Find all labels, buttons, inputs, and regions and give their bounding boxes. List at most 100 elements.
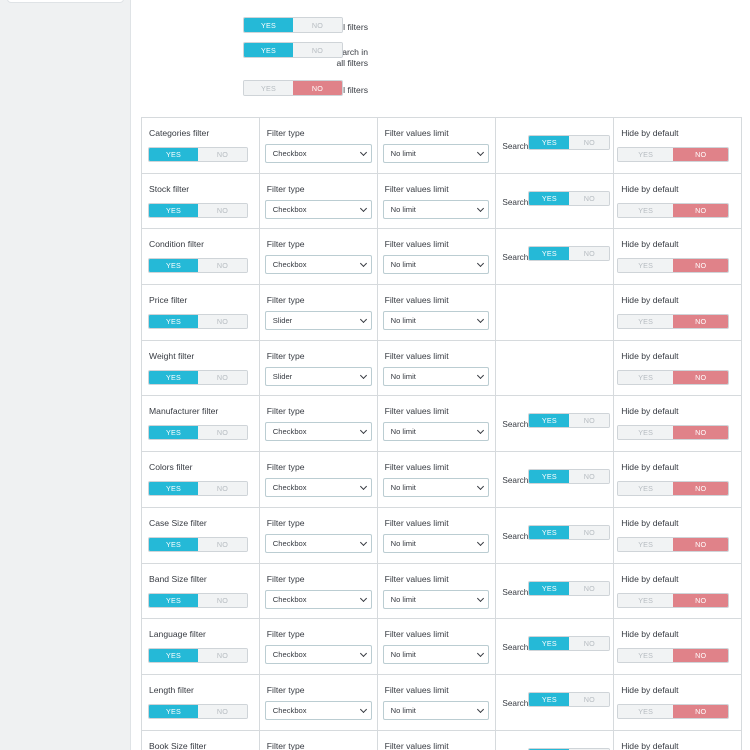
switch-yes-option[interactable]: YES — [618, 315, 674, 329]
switch-no-option[interactable]: NO — [198, 537, 247, 551]
switch-yes-option[interactable]: YES — [529, 525, 570, 539]
switch-no-option[interactable]: NO — [569, 637, 610, 651]
general-setting-switch[interactable]: YES NO — [243, 17, 343, 33]
switch-yes-option[interactable]: YES — [149, 370, 198, 384]
switch-no-option[interactable]: NO — [673, 649, 729, 663]
filter-hide-switch[interactable]: YES NO — [617, 369, 730, 385]
switch-no-option[interactable]: NO — [673, 370, 729, 384]
filter-type-select[interactable]: Checkbox — [264, 199, 372, 219]
filter-enabled-switch[interactable]: YES NO — [148, 425, 248, 441]
switch-no-option[interactable]: NO — [198, 370, 247, 384]
switch-no-option[interactable]: NO — [198, 148, 247, 161]
switch-yes-option[interactable]: YES — [618, 649, 674, 663]
switch-yes-option[interactable]: YES — [529, 136, 570, 149]
filter-limit-select[interactable]: No limit — [382, 533, 489, 553]
filter-hide-switch[interactable]: YES NO — [617, 258, 730, 274]
switch-yes-option[interactable]: YES — [618, 203, 674, 217]
filter-type-select[interactable]: Checkbox — [264, 422, 372, 442]
switch-no-option[interactable]: NO — [569, 247, 610, 261]
filter-hide-switch[interactable]: YES NO — [617, 202, 730, 218]
switch-yes-option[interactable]: YES — [529, 470, 570, 484]
switch-no-option[interactable]: NO — [198, 259, 247, 273]
switch-yes-option[interactable]: YES — [149, 537, 198, 551]
switch-no-option[interactable]: NO — [293, 18, 342, 32]
switch-yes-option[interactable]: YES — [244, 18, 293, 32]
switch-yes-option[interactable]: YES — [149, 148, 198, 161]
switch-no-option[interactable]: NO — [569, 525, 610, 539]
switch-no-option[interactable]: NO — [198, 482, 247, 496]
switch-no-option[interactable]: NO — [293, 43, 342, 57]
filter-enabled-switch[interactable]: YES NO — [148, 703, 248, 719]
filter-enabled-switch[interactable]: YES NO — [148, 202, 248, 218]
switch-no-option[interactable]: NO — [198, 203, 247, 217]
filter-enabled-switch[interactable]: YES NO — [148, 314, 248, 330]
switch-yes-option[interactable]: YES — [149, 649, 198, 663]
filter-hide-switch[interactable]: YES NO — [617, 703, 730, 719]
filter-type-select[interactable]: Slider — [264, 366, 372, 386]
switch-yes-option[interactable]: YES — [529, 247, 570, 261]
switch-yes-option[interactable]: YES — [149, 315, 198, 329]
switch-yes-option[interactable]: YES — [149, 259, 198, 273]
filter-limit-select[interactable]: No limit — [382, 199, 489, 219]
filter-type-select[interactable]: Checkbox — [264, 533, 372, 553]
general-setting-switch[interactable]: YES NO — [243, 80, 343, 96]
switch-no-option[interactable]: NO — [673, 537, 729, 551]
switch-yes-option[interactable]: YES — [618, 593, 674, 607]
switch-no-option[interactable]: NO — [569, 692, 610, 706]
filter-enabled-switch[interactable]: YES NO — [148, 536, 248, 552]
switch-no-option[interactable]: NO — [198, 426, 247, 440]
switch-yes-option[interactable]: YES — [244, 43, 293, 57]
switch-no-option[interactable]: NO — [569, 191, 610, 205]
filter-limit-select[interactable]: No limit — [382, 645, 489, 665]
switch-yes-option[interactable]: YES — [529, 692, 570, 706]
filter-hide-switch[interactable]: YES NO — [617, 314, 730, 330]
switch-yes-option[interactable]: YES — [618, 259, 674, 273]
filter-hide-switch[interactable]: YES NO — [617, 592, 730, 608]
filter-limit-select[interactable]: No limit — [382, 478, 489, 498]
switch-yes-option[interactable]: YES — [244, 81, 293, 95]
filter-type-select[interactable]: Checkbox — [264, 478, 372, 498]
filter-limit-select[interactable]: No limit — [382, 589, 489, 609]
filter-type-select[interactable]: Checkbox — [264, 645, 372, 665]
switch-yes-option[interactable]: YES — [149, 426, 198, 440]
filter-type-select[interactable]: Slider — [264, 311, 372, 331]
filter-type-select[interactable]: Checkbox — [264, 589, 372, 609]
switch-yes-option[interactable]: YES — [618, 148, 674, 161]
filter-limit-select[interactable]: No limit — [382, 422, 489, 442]
filter-enabled-switch[interactable]: YES NO — [148, 481, 248, 497]
switch-no-option[interactable]: NO — [198, 704, 247, 718]
switch-no-option[interactable]: NO — [569, 470, 610, 484]
filter-limit-select[interactable]: No limit — [382, 366, 489, 386]
filter-enabled-switch[interactable]: YES NO — [148, 592, 248, 608]
switch-yes-option[interactable]: YES — [618, 426, 674, 440]
filter-hide-switch[interactable]: YES NO — [617, 481, 730, 497]
switch-yes-option[interactable]: YES — [529, 581, 570, 595]
switch-no-option[interactable]: NO — [198, 593, 247, 607]
filter-enabled-switch[interactable]: YES NO — [148, 258, 248, 274]
switch-no-option[interactable]: NO — [198, 315, 247, 329]
switch-no-option[interactable]: NO — [673, 259, 729, 273]
switch-yes-option[interactable]: YES — [618, 370, 674, 384]
switch-no-option[interactable]: NO — [673, 482, 729, 496]
switch-yes-option[interactable]: YES — [529, 191, 570, 205]
filter-type-select[interactable]: Checkbox — [264, 700, 372, 720]
switch-yes-option[interactable]: YES — [149, 704, 198, 718]
switch-no-option[interactable]: NO — [569, 581, 610, 595]
switch-yes-option[interactable]: YES — [149, 203, 198, 217]
switch-no-option[interactable]: NO — [569, 748, 610, 750]
filter-enabled-switch[interactable]: YES NO — [148, 369, 248, 385]
switch-no-option[interactable]: NO — [673, 704, 729, 718]
filter-limit-select[interactable]: No limit — [382, 700, 489, 720]
switch-yes-option[interactable]: YES — [149, 593, 198, 607]
switch-yes-option[interactable]: YES — [529, 748, 570, 750]
switch-yes-option[interactable]: YES — [529, 414, 570, 428]
filter-hide-switch[interactable]: YES NO — [617, 425, 730, 441]
filter-hide-switch[interactable]: YES NO — [617, 147, 730, 162]
